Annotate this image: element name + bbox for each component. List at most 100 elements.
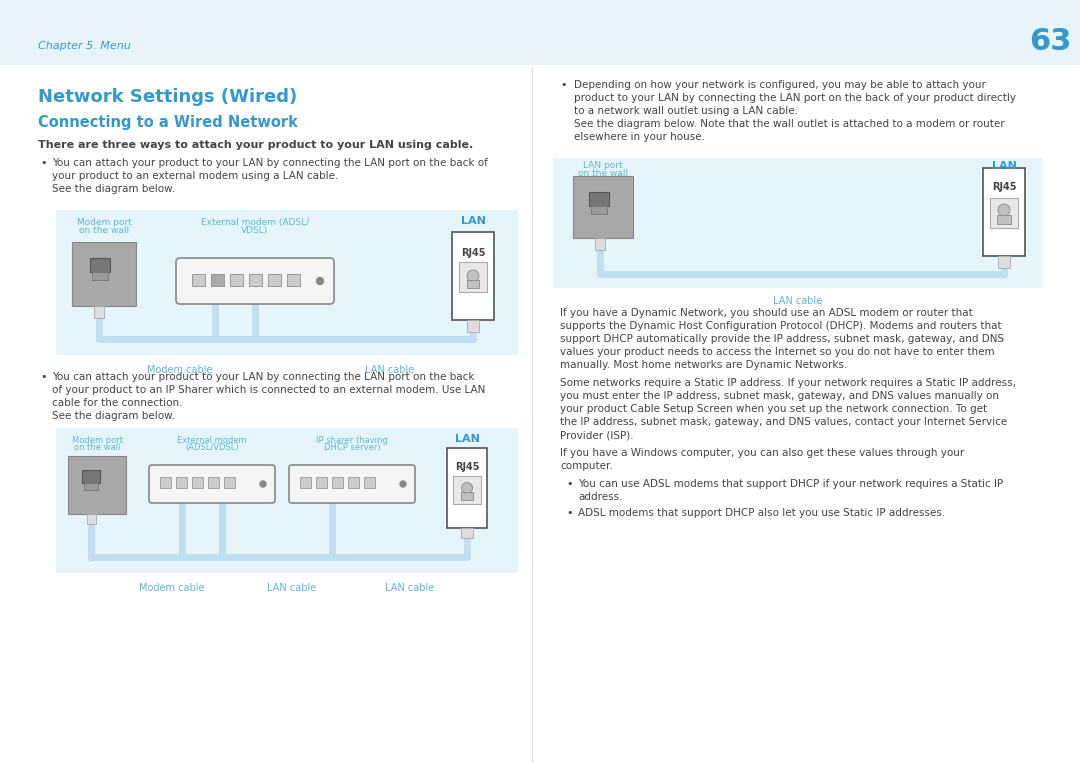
Text: See the diagram below.: See the diagram below. — [52, 411, 175, 421]
Bar — [990, 198, 1018, 228]
Bar — [453, 476, 481, 504]
Bar — [0, 0, 1080, 65]
Bar — [316, 477, 327, 488]
Text: DHCP server): DHCP server) — [324, 443, 380, 452]
Text: LAN: LAN — [460, 216, 485, 226]
Text: to a network wall outlet using a LAN cable.: to a network wall outlet using a LAN cab… — [573, 106, 798, 116]
Bar — [364, 477, 375, 488]
Bar — [589, 192, 609, 206]
Text: Connecting to a Wired Network: Connecting to a Wired Network — [38, 115, 298, 130]
Bar — [300, 477, 311, 488]
Bar — [287, 274, 300, 286]
Text: LAN: LAN — [991, 161, 1016, 171]
Bar — [249, 274, 262, 286]
Text: Provider (ISP).: Provider (ISP). — [561, 430, 634, 440]
Text: See the diagram below.: See the diagram below. — [52, 184, 175, 194]
Bar — [348, 477, 359, 488]
Text: LAN cable: LAN cable — [773, 296, 823, 306]
Bar — [56, 428, 518, 573]
Bar — [92, 272, 108, 280]
Bar — [573, 176, 633, 238]
Bar — [224, 477, 235, 488]
Text: VDSL): VDSL) — [241, 226, 269, 235]
Text: Modem cable: Modem cable — [147, 365, 213, 375]
Circle shape — [467, 270, 480, 282]
Text: •: • — [40, 372, 46, 382]
Bar — [467, 280, 480, 288]
Bar — [94, 306, 104, 318]
Text: manually. Most home networks are Dynamic Networks.: manually. Most home networks are Dynamic… — [561, 360, 848, 370]
Text: •: • — [566, 479, 572, 489]
FancyBboxPatch shape — [176, 258, 334, 304]
FancyBboxPatch shape — [289, 465, 415, 503]
Text: LAN cable: LAN cable — [268, 583, 316, 593]
Bar — [87, 514, 96, 524]
Circle shape — [998, 204, 1010, 216]
Bar — [453, 232, 494, 320]
Text: Modem port: Modem port — [71, 436, 122, 445]
Circle shape — [400, 481, 406, 487]
Text: IP sharer (having: IP sharer (having — [316, 436, 388, 445]
Text: RJ45: RJ45 — [461, 248, 485, 258]
Text: of your product to an IP Sharer which is connected to an external modem. Use LAN: of your product to an IP Sharer which is… — [52, 385, 485, 395]
Text: you must enter the IP address, subnet mask, gateway, and DNS values manually on: you must enter the IP address, subnet ma… — [561, 391, 999, 401]
Circle shape — [316, 278, 324, 285]
Text: elsewhere in your house.: elsewhere in your house. — [573, 132, 705, 142]
Text: on the wall: on the wall — [73, 443, 120, 452]
Text: RJ45: RJ45 — [991, 182, 1016, 192]
Bar — [211, 274, 224, 286]
Bar — [72, 242, 136, 306]
Text: •: • — [40, 158, 46, 168]
Text: Modem port: Modem port — [77, 218, 132, 227]
Text: External modem: External modem — [177, 436, 247, 445]
Text: Some networks require a Static IP address. If your network requires a Static IP : Some networks require a Static IP addres… — [561, 378, 1016, 388]
Text: There are three ways to attach your product to your LAN using cable.: There are three ways to attach your prod… — [38, 140, 473, 150]
Bar — [268, 274, 281, 286]
Text: your product Cable Setup Screen when you set up the network connection. To get: your product Cable Setup Screen when you… — [561, 404, 987, 414]
Bar — [591, 206, 607, 214]
Text: You can use ADSL modems that support DHCP if your network requires a Static IP: You can use ADSL modems that support DHC… — [578, 479, 1003, 489]
Bar — [553, 158, 1043, 288]
Text: LAN port: LAN port — [583, 161, 623, 170]
Text: LAN cable: LAN cable — [365, 365, 415, 375]
Bar — [160, 477, 171, 488]
Text: (ADSL/VDSL): (ADSL/VDSL) — [185, 443, 239, 452]
Bar — [82, 470, 100, 483]
Bar — [461, 492, 473, 500]
Bar — [447, 448, 487, 528]
Text: the IP address, subnet mask, gateway, and DNS values, contact your Internet Serv: the IP address, subnet mask, gateway, an… — [561, 417, 1008, 427]
Bar — [192, 477, 203, 488]
Text: product to your LAN by connecting the LAN port on the back of your product direc: product to your LAN by connecting the LA… — [573, 93, 1016, 103]
Bar — [998, 256, 1010, 268]
Bar — [467, 320, 480, 332]
FancyBboxPatch shape — [149, 465, 275, 503]
Text: Modem cable: Modem cable — [139, 583, 205, 593]
Circle shape — [461, 482, 473, 494]
Text: External modem (ADSL/: External modem (ADSL/ — [201, 218, 309, 227]
Bar — [595, 238, 605, 250]
Circle shape — [260, 481, 266, 487]
Bar — [56, 210, 518, 355]
Text: •: • — [561, 80, 567, 90]
Text: Network Settings (Wired): Network Settings (Wired) — [38, 88, 297, 106]
Text: RJ45: RJ45 — [455, 462, 480, 472]
Bar — [192, 274, 205, 286]
Text: cable for the connection.: cable for the connection. — [52, 398, 183, 408]
Text: 63: 63 — [1029, 27, 1071, 56]
Text: on the wall: on the wall — [79, 226, 130, 235]
Bar — [461, 528, 473, 538]
Text: You can attach your product to your LAN by connecting the LAN port on the back: You can attach your product to your LAN … — [52, 372, 474, 382]
Text: Chapter 5. Menu: Chapter 5. Menu — [38, 41, 131, 51]
Bar — [68, 456, 126, 514]
Text: If you have a Windows computer, you can also get these values through your: If you have a Windows computer, you can … — [561, 448, 964, 458]
Text: LAN: LAN — [455, 434, 480, 444]
Text: values your product needs to access the Internet so you do not have to enter the: values your product needs to access the … — [561, 347, 995, 357]
Text: your product to an external modem using a LAN cable.: your product to an external modem using … — [52, 171, 338, 181]
Bar — [983, 168, 1025, 256]
Bar — [208, 477, 219, 488]
Text: ADSL modems that support DHCP also let you use Static IP addresses.: ADSL modems that support DHCP also let y… — [578, 508, 945, 518]
Text: Depending on how your network is configured, you may be able to attach your: Depending on how your network is configu… — [573, 80, 986, 90]
Text: supports the Dynamic Host Configuration Protocol (DHCP). Modems and routers that: supports the Dynamic Host Configuration … — [561, 321, 1001, 331]
Bar — [90, 258, 110, 272]
Text: LAN cable: LAN cable — [386, 583, 434, 593]
